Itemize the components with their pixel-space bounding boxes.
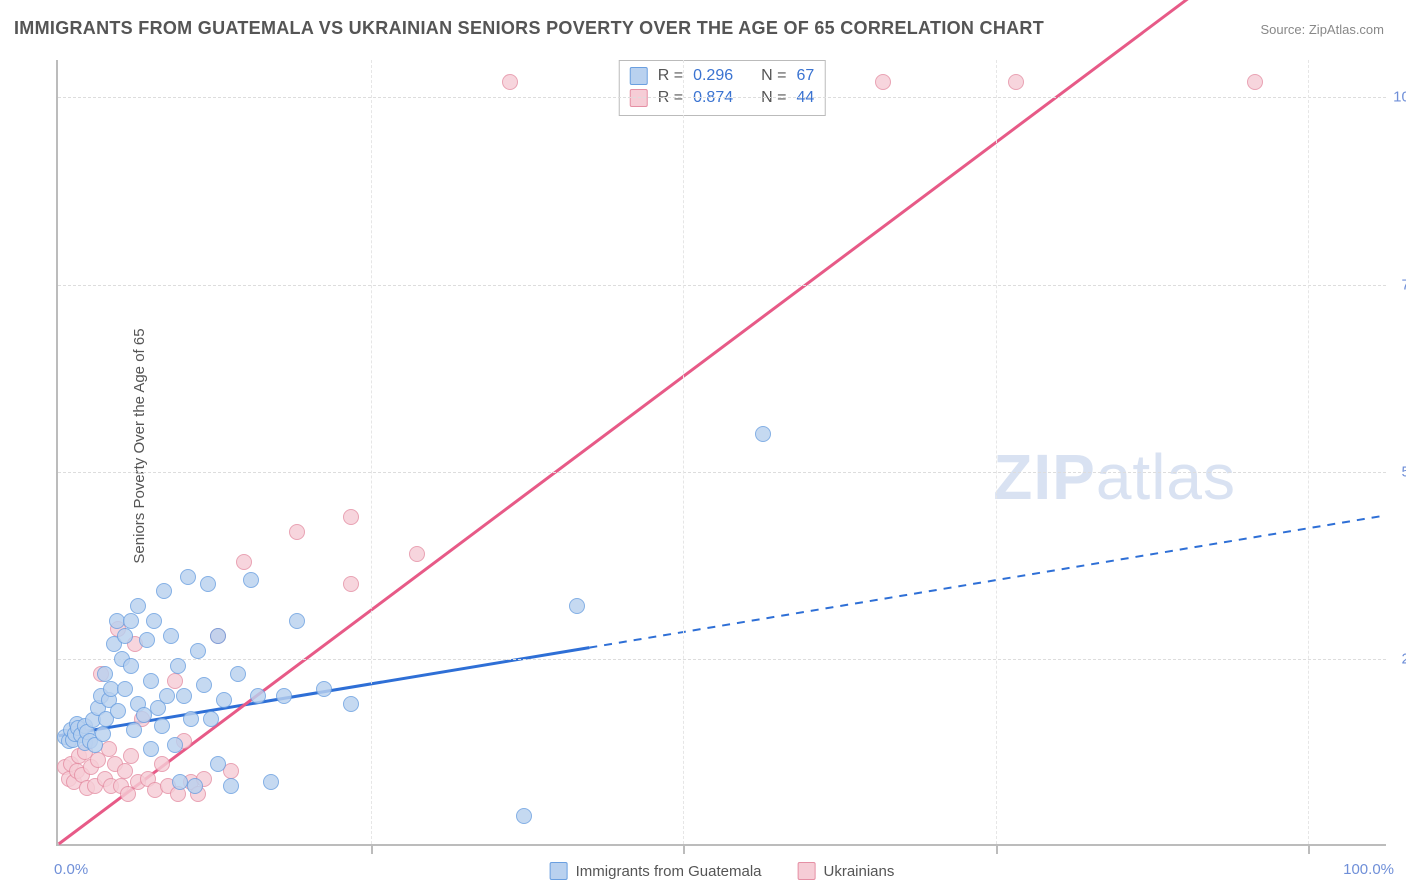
data-point-guatemala: [210, 756, 226, 772]
data-point-ukrainians: [236, 554, 252, 570]
data-point-guatemala: [95, 726, 111, 742]
gridline-v: [683, 60, 684, 844]
source-link[interactable]: ZipAtlas.com: [1309, 22, 1384, 37]
y-tick-label: 25.0%: [1401, 650, 1406, 667]
swatch-guatemala-icon: [550, 862, 568, 880]
source-prefix: Source:: [1260, 22, 1308, 37]
data-point-guatemala: [97, 666, 113, 682]
data-point-guatemala: [126, 722, 142, 738]
data-point-guatemala: [109, 613, 125, 629]
swatch-guatemala-icon: [630, 67, 648, 85]
y-tick-label: 75.0%: [1401, 276, 1406, 293]
gridline-v: [371, 60, 372, 844]
trend-line: [589, 515, 1385, 647]
swatch-ukrainians-icon: [798, 862, 816, 880]
gridline-v: [1308, 60, 1309, 844]
x-tick: [683, 844, 685, 854]
source-attribution: Source: ZipAtlas.com: [1260, 22, 1384, 37]
data-point-ukrainians: [289, 524, 305, 540]
data-point-guatemala: [230, 666, 246, 682]
legend-label-ukrainians: Ukrainians: [824, 863, 895, 880]
correlation-legend: R = 0.296 N = 67 R = 0.874 N = 44: [619, 60, 826, 116]
data-point-ukrainians: [343, 509, 359, 525]
gridline-h: [58, 97, 1386, 98]
data-point-ukrainians: [154, 756, 170, 772]
data-point-guatemala: [210, 628, 226, 644]
legend-item-guatemala: Immigrants from Guatemala: [550, 862, 762, 880]
x-tick: [996, 844, 998, 854]
r-value-guatemala: 0.296: [693, 65, 733, 87]
n-label: N =: [761, 65, 786, 87]
data-point-guatemala: [170, 658, 186, 674]
data-point-guatemala: [187, 778, 203, 794]
data-point-guatemala: [243, 572, 259, 588]
data-point-guatemala: [110, 703, 126, 719]
data-point-ukrainians: [1008, 74, 1024, 90]
trend-line: [59, 0, 1386, 844]
data-point-guatemala: [143, 741, 159, 757]
x-tick: [1308, 844, 1310, 854]
series-legend: Immigrants from Guatemala Ukrainians: [550, 862, 895, 880]
data-point-ukrainians: [117, 763, 133, 779]
legend-item-ukrainians: Ukrainians: [798, 862, 895, 880]
gridline-h: [58, 285, 1386, 286]
x-max-label: 100.0%: [1343, 861, 1394, 878]
r-label: R =: [658, 65, 683, 87]
y-tick-label: 100.0%: [1393, 89, 1406, 106]
data-point-guatemala: [183, 711, 199, 727]
legend-row-guatemala: R = 0.296 N = 67: [630, 65, 815, 87]
chart-container: IMMIGRANTS FROM GUATEMALA VS UKRAINIAN S…: [0, 0, 1406, 892]
page-title: IMMIGRANTS FROM GUATEMALA VS UKRAINIAN S…: [14, 18, 1044, 39]
x-tick: [371, 844, 373, 854]
data-point-guatemala: [117, 681, 133, 697]
data-point-guatemala: [343, 696, 359, 712]
data-point-guatemala: [223, 778, 239, 794]
legend-label-guatemala: Immigrants from Guatemala: [576, 863, 762, 880]
trend-lines-layer: [58, 60, 1386, 844]
data-point-guatemala: [316, 681, 332, 697]
data-point-guatemala: [154, 718, 170, 734]
data-point-guatemala: [167, 737, 183, 753]
data-point-guatemala: [203, 711, 219, 727]
n-value-guatemala: 67: [796, 65, 814, 87]
scatter-plot: ZIPatlas R = 0.296 N = 67 R = 0.874 N = …: [56, 60, 1386, 846]
data-point-guatemala: [117, 628, 133, 644]
data-point-ukrainians: [343, 576, 359, 592]
x-min-label: 0.0%: [54, 861, 88, 878]
gridline-h: [58, 659, 1386, 660]
gridline-h: [58, 472, 1386, 473]
data-point-guatemala: [250, 688, 266, 704]
data-point-guatemala: [180, 569, 196, 585]
data-point-guatemala: [516, 808, 532, 824]
data-point-ukrainians: [875, 74, 891, 90]
y-tick-label: 50.0%: [1401, 463, 1406, 480]
data-point-guatemala: [190, 643, 206, 659]
gridline-v: [996, 60, 997, 844]
